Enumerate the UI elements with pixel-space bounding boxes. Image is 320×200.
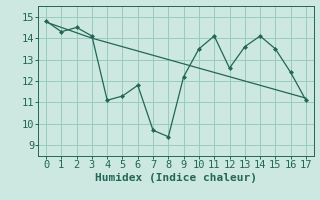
X-axis label: Humidex (Indice chaleur): Humidex (Indice chaleur) (95, 173, 257, 183)
